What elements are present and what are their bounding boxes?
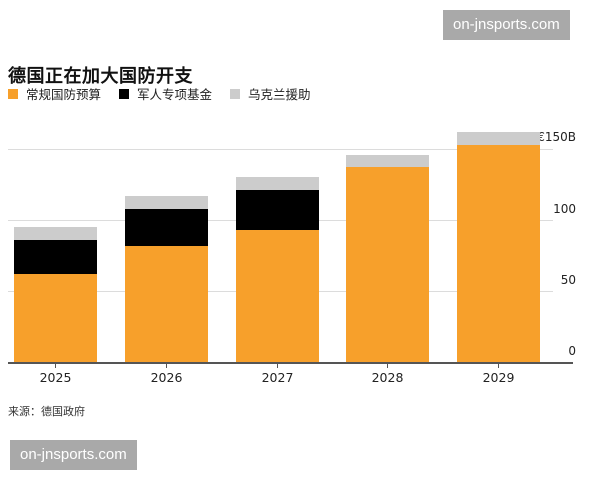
bar-segment-regular-budget bbox=[125, 245, 208, 362]
bar-2029 bbox=[457, 131, 540, 362]
legend: 常规国防预算 军人专项基金 乌克兰援助 bbox=[8, 84, 329, 103]
legend-swatch-black bbox=[119, 88, 130, 99]
x-tick-mark bbox=[55, 362, 56, 368]
legend-label: 乌克兰援助 bbox=[248, 87, 311, 102]
bar-segment-special-fund bbox=[14, 239, 97, 274]
watermark-top: on-jnsports.com bbox=[443, 10, 570, 40]
legend-item-regular-budget: 常规国防预算 bbox=[8, 84, 101, 103]
x-axis bbox=[8, 362, 573, 364]
legend-swatch-gray bbox=[230, 88, 241, 99]
bar-segment-regular-budget bbox=[457, 144, 540, 362]
x-label-2025: 2025 bbox=[39, 370, 72, 385]
bar-segment-ukraine-aid bbox=[14, 227, 97, 240]
y-tick-0: 0 bbox=[568, 344, 576, 358]
x-tick-mark bbox=[277, 362, 278, 368]
x-label-2027: 2027 bbox=[261, 370, 294, 385]
source-note: 来源：德国政府 bbox=[8, 405, 85, 418]
bar-segment-regular-budget bbox=[236, 229, 319, 362]
x-tick-mark bbox=[387, 362, 388, 368]
bar-segment-ukraine-aid bbox=[236, 177, 319, 191]
bar-segment-ukraine-aid bbox=[125, 195, 208, 209]
bar-2028 bbox=[346, 154, 429, 362]
x-label-2026: 2026 bbox=[150, 370, 183, 385]
legend-label: 常规国防预算 bbox=[26, 87, 102, 102]
bar-2027 bbox=[236, 177, 319, 362]
x-label-2028: 2028 bbox=[371, 370, 404, 385]
x-label-2029: 2029 bbox=[482, 370, 515, 385]
legend-swatch-orange bbox=[8, 88, 18, 99]
bar-segment-regular-budget bbox=[14, 273, 97, 362]
legend-item-ukraine-aid: 乌克兰援助 bbox=[230, 84, 311, 103]
bar-segment-special-fund bbox=[125, 208, 208, 246]
x-tick-mark bbox=[166, 362, 167, 368]
watermark-bottom: on-jnsports.com bbox=[10, 440, 137, 470]
bar-2026 bbox=[125, 195, 208, 362]
bar-2025 bbox=[14, 227, 97, 362]
y-tick-100: 100 bbox=[553, 202, 576, 216]
bar-segment-regular-budget bbox=[346, 167, 429, 362]
y-tick-150: €150B bbox=[537, 130, 576, 144]
bar-segment-ukraine-aid bbox=[457, 131, 540, 145]
legend-label: 军人专项基金 bbox=[137, 87, 213, 102]
bar-segment-ukraine-aid bbox=[346, 154, 429, 168]
y-tick-50: 50 bbox=[560, 273, 576, 287]
x-tick-mark bbox=[498, 362, 499, 368]
legend-item-special-fund: 军人专项基金 bbox=[119, 84, 212, 103]
chart-title: 德国正在加大国防开支 bbox=[8, 66, 193, 87]
bar-segment-special-fund bbox=[236, 190, 319, 230]
gridline-150 bbox=[8, 149, 553, 150]
